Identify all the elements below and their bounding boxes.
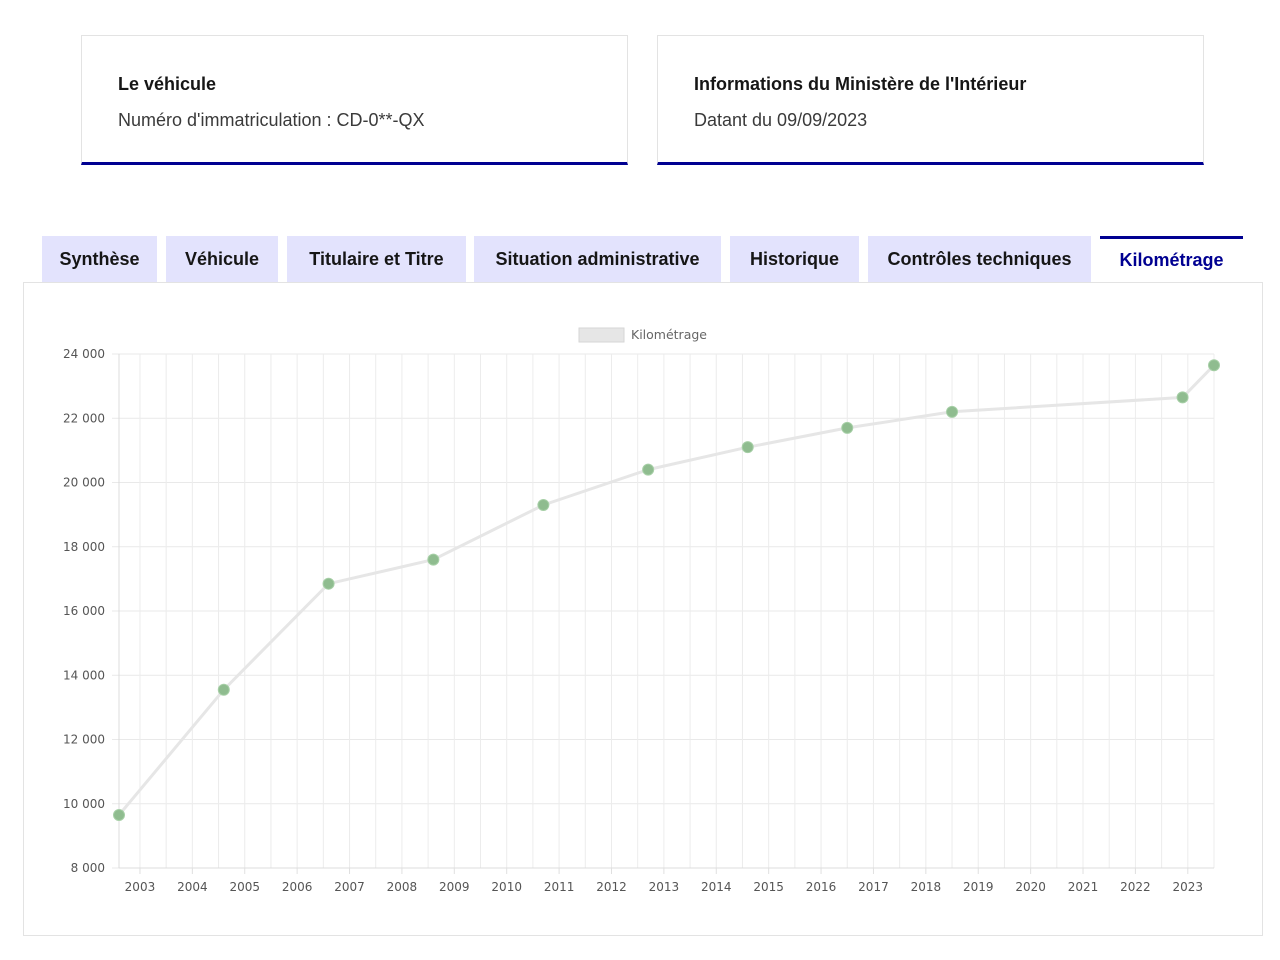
tab-controles-techniques[interactable]: Contrôles techniques — [868, 236, 1091, 282]
x-tick-label: 2013 — [649, 880, 680, 894]
x-tick-label: 2022 — [1120, 880, 1151, 894]
x-tick-label: 2009 — [439, 880, 470, 894]
y-tick-label: 16 000 — [63, 604, 105, 618]
data-point — [946, 405, 959, 418]
tab-kilometrage[interactable]: Kilométrage — [1100, 236, 1243, 282]
y-tick-label: 22 000 — [63, 411, 105, 425]
x-tick-label: 2008 — [387, 880, 418, 894]
y-tick-label: 10 000 — [63, 797, 105, 811]
vehicle-card: Le véhicule Numéro d'immatriculation : C… — [81, 35, 628, 165]
x-tick-label: 2014 — [701, 880, 732, 894]
data-point — [1176, 391, 1189, 404]
y-tick-label: 24 000 — [63, 347, 105, 361]
data-date: Datant du 09/09/2023 — [694, 110, 868, 130]
x-tick-label: 2017 — [858, 880, 889, 894]
y-axis: 8 000 10 000 12 000 14 000 16 000 18 000 20 00… — [63, 347, 105, 875]
x-tick-label: 2018 — [911, 880, 942, 894]
x-tick-label: 2016 — [806, 880, 837, 894]
data-point — [741, 441, 754, 454]
tab-titulaire[interactable]: Titulaire et Titre — [287, 236, 466, 282]
x-tick-label: 2007 — [334, 880, 365, 894]
data-point — [642, 463, 655, 476]
x-tick-label: 2006 — [282, 880, 313, 894]
data-point — [1208, 359, 1220, 372]
x-tick-label: 2023 — [1173, 880, 1204, 894]
legend-swatch — [578, 327, 625, 343]
x-tick-label: 2005 — [229, 880, 260, 894]
y-tick-label: 8 000 — [71, 861, 105, 875]
data-point — [841, 421, 854, 434]
mileage-chart: 8 000 10 000 12 000 14 000 16 000 18 000 20 00… — [63, 327, 1220, 894]
tab-historique[interactable]: Historique — [730, 236, 859, 282]
series-points — [113, 359, 1220, 821]
kilometrage-panel: 8 000 10 000 12 000 14 000 16 000 18 000 20 00… — [23, 282, 1263, 936]
x-tick-label: 2011 — [544, 880, 575, 894]
legend-label: Kilométrage — [631, 327, 707, 342]
chart-grid — [112, 353, 1215, 874]
data-point — [537, 498, 550, 511]
y-tick-label: 18 000 — [63, 540, 105, 554]
x-tick-label: 2015 — [753, 880, 784, 894]
tab-vehicule[interactable]: Véhicule — [166, 236, 278, 282]
y-tick-label: 20 000 — [63, 476, 105, 490]
y-tick-label: 12 000 — [63, 733, 105, 747]
tab-situation-administrative[interactable]: Situation administrative — [474, 236, 721, 282]
data-point — [113, 808, 125, 821]
data-point — [217, 683, 230, 696]
x-tick-label: 2020 — [1015, 880, 1046, 894]
x-tick-label: 2021 — [1068, 880, 1099, 894]
tab-synthese[interactable]: Synthèse — [42, 236, 157, 282]
y-tick-label: 14 000 — [63, 668, 105, 682]
vehicle-card-title: Le véhicule — [118, 74, 217, 94]
x-tick-label: 2004 — [177, 880, 208, 894]
data-point — [322, 577, 335, 590]
x-tick-label: 2019 — [963, 880, 994, 894]
x-axis: 2003 2004 2005 2006 2007 2008 2009 2010 2011 2012… — [125, 880, 1203, 894]
x-tick-label: 2012 — [596, 880, 627, 894]
x-tick-label: 2003 — [125, 880, 156, 894]
ministry-card-title: Informations du Ministère de l'Intérieur — [694, 74, 1027, 94]
series-line-kilometrage — [117, 364, 1216, 816]
chart-legend: Kilométrage — [578, 327, 707, 343]
ministry-card: Informations du Ministère de l'Intérieur… — [657, 35, 1204, 165]
data-point — [427, 553, 440, 566]
registration-number: Numéro d'immatriculation : CD-0**-QX — [118, 110, 425, 130]
x-tick-label: 2010 — [491, 880, 522, 894]
